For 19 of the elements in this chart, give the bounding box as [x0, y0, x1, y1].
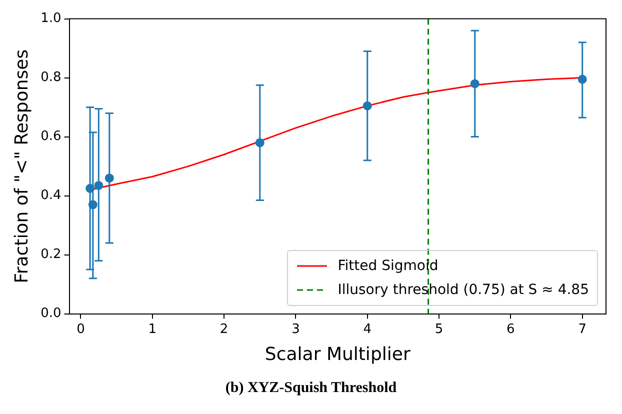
x-tick-label: 5 [434, 322, 444, 337]
x-tick-label: 7 [578, 322, 586, 337]
x-tick-label: 2 [220, 322, 228, 337]
x-tick-label: 6 [506, 322, 515, 337]
y-axis-title: Fraction of "<" Responses [11, 49, 32, 284]
y-tick-label: 0.0 [40, 306, 62, 322]
x-tick-label: 1 [148, 322, 157, 337]
x-tick-label: 3 [292, 322, 300, 337]
y-tick-label: 0.4 [40, 188, 62, 204]
y-tick-label: 0.2 [40, 247, 62, 262]
text: (b) XYZ-Squish Threshold [224, 380, 398, 397]
x-tick-label: 0 [76, 322, 85, 337]
legend-label: Fitted Sigmoid [338, 258, 438, 274]
ref-line-label: Illusory threshold (0.75) at S ≈ 4.85 [338, 282, 589, 298]
x-axis-title: Scalar Multiplier [264, 344, 411, 365]
y-tick-label: 0.6 [40, 129, 62, 144]
y-tick-label: 1.0 [40, 11, 62, 26]
y-tick-label: 0.8 [40, 70, 62, 86]
x-tick-label: 4 [363, 322, 372, 337]
